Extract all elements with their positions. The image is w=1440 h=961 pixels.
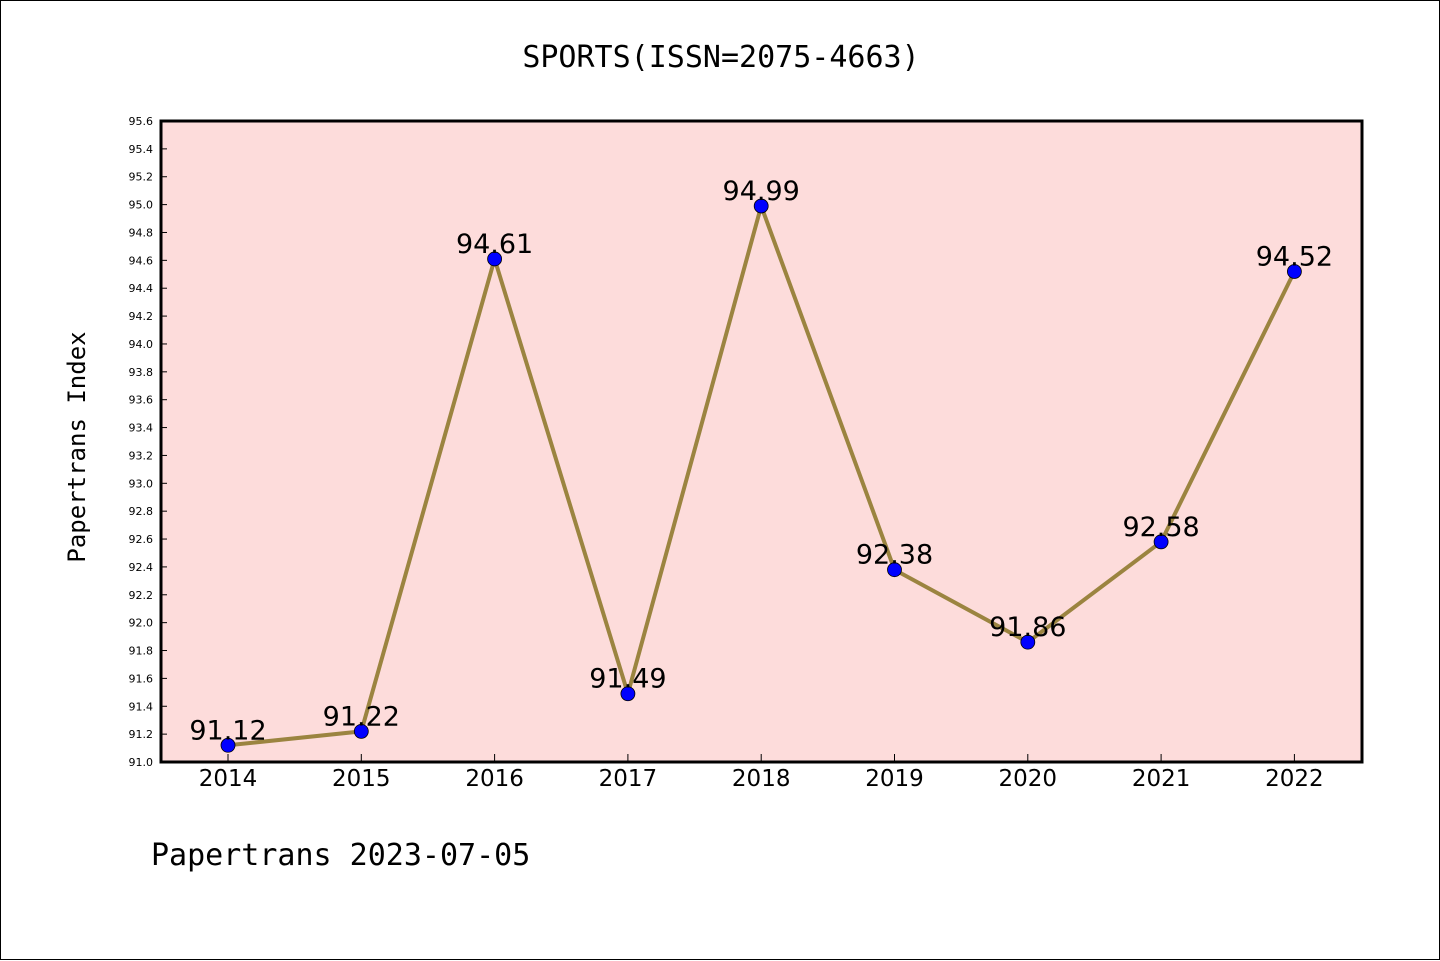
x-axis-ticks: 2014 2015 2016 2017 2018 2019 2020 2021 2022 <box>199 754 1324 792</box>
y-tick-label: 91.8 <box>129 645 154 658</box>
data-point <box>887 562 902 578</box>
y-tick-label: 94.0 <box>129 338 154 351</box>
chart-title: SPORTS(ISSN=2075-4663) <box>522 40 919 75</box>
data-point <box>753 198 769 214</box>
data-point <box>220 737 236 753</box>
data-labels: 91.12 91.22 94.61 91.49 94.99 92.38 91.86 92.58… <box>189 176 1333 746</box>
data-point <box>620 686 636 702</box>
y-tick-label: 94.8 <box>129 226 154 239</box>
y-tick-label: 95.6 <box>129 115 154 128</box>
data-markers <box>220 198 1302 753</box>
data-label: 91.12 <box>189 715 266 746</box>
data-point <box>353 723 369 739</box>
x-tick-label: 2015 <box>332 766 391 792</box>
y-tick-label: 92.2 <box>129 589 154 602</box>
y-tick-label: 93.2 <box>129 449 154 462</box>
footer-text: Papertrans 2023-07-05 <box>151 838 530 873</box>
data-point <box>1020 634 1036 650</box>
data-point <box>1153 534 1169 550</box>
plot-area <box>161 121 1362 762</box>
y-tick-label: 93.8 <box>129 366 154 379</box>
data-label: 91.22 <box>323 701 400 732</box>
x-tick-label: 2018 <box>732 766 791 792</box>
plot-border <box>159 119 1364 764</box>
y-tick-label: 93.6 <box>129 394 154 407</box>
y-tick-label: 91.4 <box>129 700 154 713</box>
y-tick-label: 91.2 <box>129 728 154 741</box>
x-tick-label: 2020 <box>999 766 1058 792</box>
data-label: 91.49 <box>589 664 666 695</box>
x-tick-label: 2017 <box>599 766 658 792</box>
data-label: 94.99 <box>723 176 800 207</box>
y-tick-label: 93.0 <box>129 477 154 490</box>
x-tick-label: 2016 <box>465 766 524 792</box>
y-tick-label: 94.2 <box>129 310 154 323</box>
x-tick-label: 2019 <box>865 766 924 792</box>
y-tick-label: 94.6 <box>129 254 154 267</box>
y-tick-label: 94.4 <box>129 282 154 295</box>
y-axis-ticks: 91.0 91.2 91.4 91.6 91.8 92.0 92.2 92.4 92.6 92.8… <box>129 115 167 769</box>
y-tick-label: 91.0 <box>129 756 154 769</box>
y-axis-label: Papertrans Index <box>63 331 91 562</box>
y-tick-label: 91.6 <box>129 672 154 685</box>
y-tick-label: 93.4 <box>129 422 154 435</box>
data-label: 94.61 <box>456 229 533 260</box>
y-tick-label: 92.6 <box>129 533 154 546</box>
x-tick-label: 2021 <box>1132 766 1191 792</box>
data-label: 92.58 <box>1122 512 1199 543</box>
x-tick-label: 2014 <box>199 766 258 792</box>
y-tick-label: 92.4 <box>129 561 154 574</box>
data-point <box>1287 264 1302 279</box>
data-label: 92.38 <box>856 540 933 571</box>
y-tick-label: 95.4 <box>129 143 154 156</box>
data-point <box>487 251 503 267</box>
y-tick-label: 95.2 <box>129 171 154 184</box>
data-label: 91.86 <box>989 612 1066 643</box>
y-tick-label: 92.8 <box>129 505 154 518</box>
y-tick-label: 95.0 <box>129 199 154 212</box>
data-label: 94.52 <box>1256 241 1333 272</box>
y-tick-label: 92.0 <box>129 617 154 630</box>
x-tick-label: 2022 <box>1265 766 1324 792</box>
